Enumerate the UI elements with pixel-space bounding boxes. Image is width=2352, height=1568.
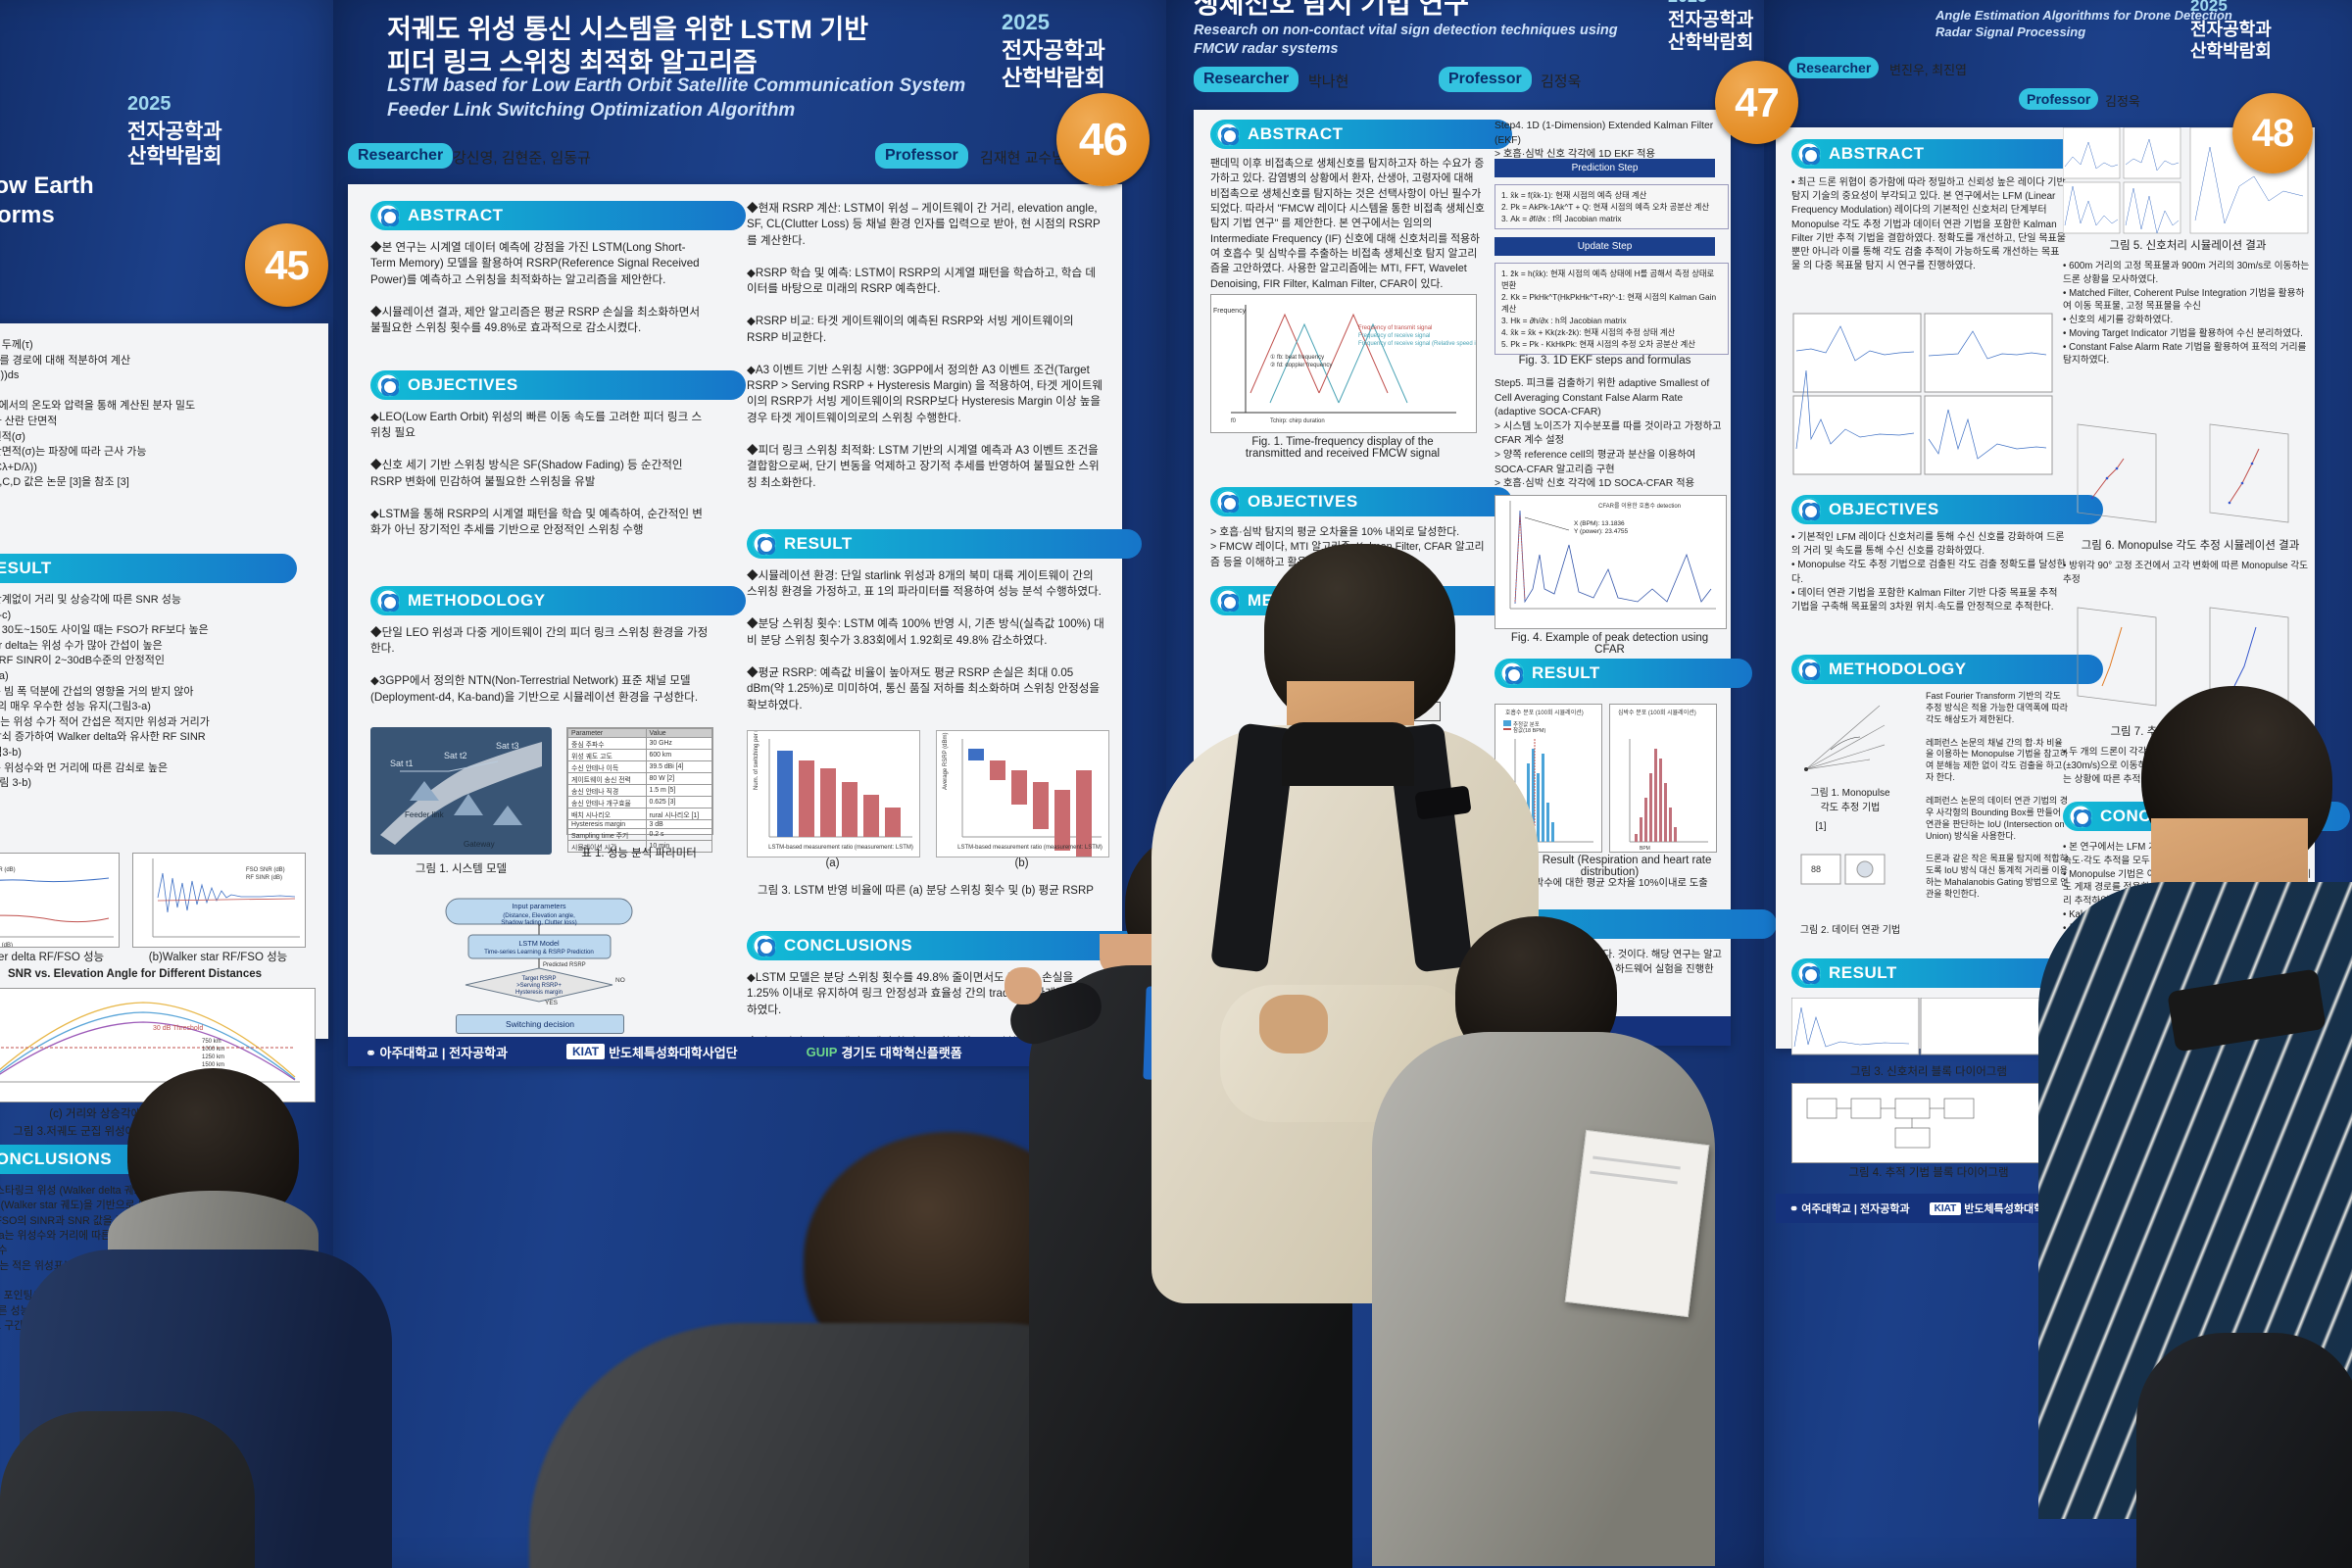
- svg-text:RF SINR (dB): RF SINR (dB): [246, 875, 282, 881]
- svg-text:Tchirp: chirp duration: Tchirp: chirp duration: [1270, 418, 1325, 424]
- svg-text:② fd: doppler frequency: ② fd: doppler frequency: [1270, 362, 1332, 368]
- svg-text:Hysteresis margin: Hysteresis margin: [515, 990, 563, 996]
- svg-text:>Serving RSRP+: >Serving RSRP+: [516, 983, 562, 989]
- svg-text:CFAR를 이용한 호흡수 detection: CFAR를 이용한 호흡수 detection: [1598, 502, 1681, 510]
- svg-text:X (BPM): 13.1836: X (BPM): 13.1836: [1574, 520, 1625, 527]
- svg-text:LSTM Model: LSTM Model: [518, 939, 560, 948]
- svg-text:① fb: beat frequency: ① fb: beat frequency: [1270, 354, 1324, 361]
- svg-text:NO: NO: [615, 977, 625, 984]
- svg-text:Num. of switching per min.: Num. of switching per min.: [754, 731, 760, 790]
- svg-text:Average RSRP (dBm): Average RSRP (dBm): [943, 733, 949, 790]
- svg-text:LSTM-based measurement ratio (: LSTM-based measurement ratio (measuremen…: [768, 845, 913, 851]
- svg-text:Input parameters: Input parameters: [512, 902, 566, 910]
- svg-text:Gateway: Gateway: [464, 840, 495, 849]
- svg-text:RF SINR (dB): RF SINR (dB): [0, 943, 13, 947]
- svg-text:BPM: BPM: [1640, 846, 1650, 852]
- svg-text:심박수 분포 (100회 시뮬레이션): 심박수 분포 (100회 시뮬레이션): [1618, 709, 1696, 716]
- svg-text:Sat t1: Sat t1: [390, 759, 414, 768]
- svg-text:Feeder link: Feeder link: [405, 810, 445, 819]
- svg-text:Time-series Learning & RSRP Pr: Time-series Learning & RSRP Prediction: [484, 949, 594, 956]
- svg-text:Y (power): 23.4755: Y (power): 23.4755: [1574, 528, 1629, 535]
- svg-text:88: 88: [1811, 864, 1821, 874]
- svg-text:(Distance, Elevation angle,: (Distance, Elevation angle,: [503, 912, 575, 919]
- svg-text:Frequency: Frequency: [1213, 308, 1247, 315]
- svg-text:Frequency of receive signal: Frequency of receive signal: [1358, 333, 1430, 339]
- svg-text:Sat t3: Sat t3: [496, 741, 519, 751]
- svg-text:Target RSRP: Target RSRP: [521, 976, 556, 982]
- svg-text:YES: YES: [545, 1000, 559, 1006]
- svg-text:f0: f0: [1231, 418, 1237, 424]
- svg-text:FSO SNR (dB): FSO SNR (dB): [0, 867, 16, 873]
- svg-text:Frequency of transmit signal: Frequency of transmit signal: [1358, 325, 1432, 331]
- svg-text:Sat t2: Sat t2: [444, 751, 467, 760]
- svg-text:Frequency of receive signal (R: Frequency of receive signal (Relative sp…: [1358, 341, 1476, 347]
- svg-text:FSO SNR (dB): FSO SNR (dB): [246, 867, 285, 873]
- svg-text:Predicted RSRP: Predicted RSRP: [543, 962, 586, 968]
